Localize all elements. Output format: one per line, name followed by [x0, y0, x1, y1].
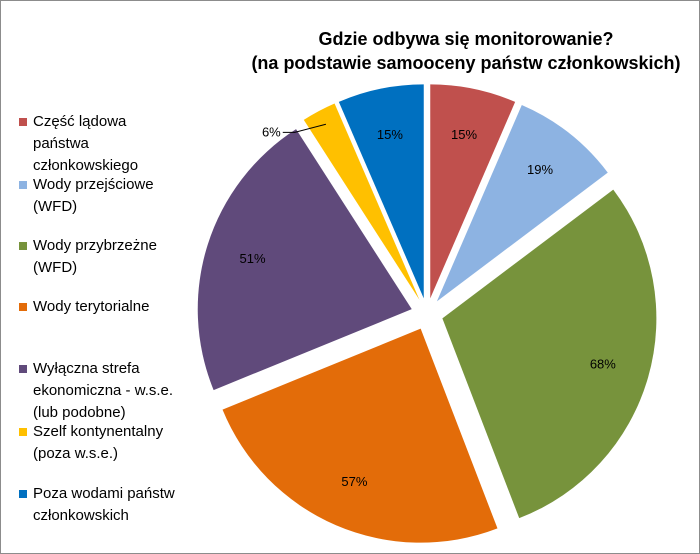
- legend-label-outside-line-1: Poza wodami państw: [33, 485, 175, 502]
- chart-legend: Część lądowa państwa członkowskiego Wody…: [19, 1, 219, 553]
- legend-swatch-territorial: [19, 303, 27, 311]
- legend-label-coastal-line-1: Wody przybrzeżne: [33, 237, 157, 254]
- legend-label-territorial-line-1: Wody terytorialne: [33, 298, 150, 315]
- legend-label-eez-line-2: ekonomiczna - w.s.e.: [33, 382, 174, 399]
- pie-slice-outside: [338, 84, 424, 299]
- legend-label-coastal-line-2: (WFD): [33, 259, 78, 276]
- legend-swatch-land: [19, 118, 27, 126]
- legend-swatch-eez: [19, 365, 27, 373]
- pie-slice-shelf: [303, 103, 420, 300]
- chart-title-line-2: (na podstawie samooceny państw członkows…: [251, 53, 681, 73]
- pie-data-label-land: 15%: [451, 127, 477, 142]
- legend-swatch-transitional: [19, 181, 27, 189]
- legend-swatch-coastal: [19, 242, 27, 250]
- legend-label-transitional-line-1: Wody przejściowe: [33, 176, 154, 193]
- pie-slice-eez: [197, 129, 412, 391]
- legend-label-outside: Poza wodami państw członkowskich: [33, 483, 213, 527]
- legend-label-coastal: Wody przybrzeżne (WFD): [33, 235, 213, 279]
- pie-data-label-outside: 15%: [377, 127, 403, 142]
- pie-slice-territorial: [222, 328, 498, 543]
- legend-label-shelf: Szelf kontynentalny (poza w.s.e.): [33, 421, 213, 465]
- pie-data-label-eez: 51%: [240, 251, 266, 266]
- chart-title: Gdzie odbywa się monitorowanie? (na pods…: [231, 27, 700, 75]
- legend-label-eez-line-1: Wyłączna strefa: [33, 360, 140, 377]
- legend-swatch-shelf: [19, 428, 27, 436]
- legend-label-land-line-3: członkowskiego: [33, 157, 139, 174]
- legend-label-eez-line-3: (lub podobne): [33, 404, 126, 421]
- pie-leader-line-shelf: [282, 123, 327, 133]
- legend-label-land-line-2: państwa: [33, 135, 89, 152]
- pie-slice-land: [430, 84, 516, 299]
- legend-label-shelf-line-1: Szelf kontynentalny: [33, 423, 164, 440]
- pie-slice-coastal: [442, 189, 657, 519]
- legend-label-land: Część lądowa państwa członkowskiego: [33, 111, 213, 177]
- pie-data-label-coastal: 68%: [590, 356, 616, 371]
- pie-data-label-shelf: 6%: [262, 124, 281, 139]
- legend-label-shelf-line-2: (poza w.s.e.): [33, 445, 119, 462]
- legend-label-transitional: Wody przejściowe (WFD): [33, 174, 213, 218]
- legend-label-transitional-line-2: (WFD): [33, 198, 78, 215]
- pie-data-label-territorial: 57%: [341, 474, 367, 489]
- legend-swatch-outside: [19, 490, 27, 498]
- legend-label-territorial: Wody terytorialne: [33, 296, 213, 318]
- pie-slice-transitional: [436, 104, 608, 302]
- pie-data-label-transitional: 19%: [527, 162, 553, 177]
- legend-label-eez: Wyłączna strefa ekonomiczna - w.s.e. (lu…: [33, 358, 213, 424]
- legend-label-outside-line-2: członkowskich: [33, 507, 129, 524]
- chart-title-line-1: Gdzie odbywa się monitorowanie?: [318, 29, 614, 49]
- legend-label-land-line-1: Część lądowa: [33, 113, 127, 130]
